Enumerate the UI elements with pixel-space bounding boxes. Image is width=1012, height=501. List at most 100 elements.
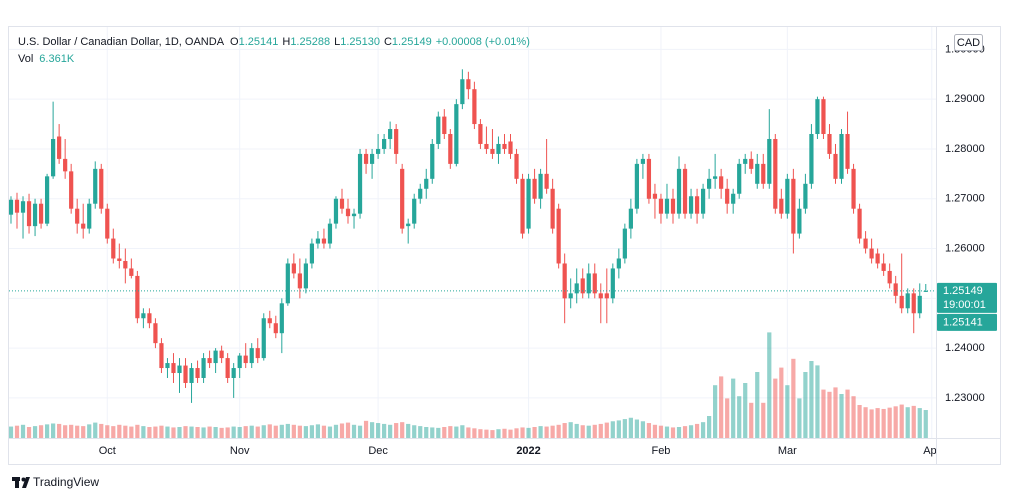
candle-body bbox=[63, 158, 68, 172]
volume-bar bbox=[20, 424, 26, 438]
candle-body bbox=[538, 173, 543, 199]
volume-bar bbox=[791, 358, 796, 438]
candle-body bbox=[394, 129, 399, 154]
candle-body bbox=[514, 153, 519, 179]
volume-bar bbox=[225, 427, 230, 438]
candle-body bbox=[442, 116, 447, 135]
candle-body bbox=[20, 201, 26, 213]
y-tick-label: 1.23000 bbox=[945, 392, 985, 404]
brand[interactable]: TradingView bbox=[33, 475, 99, 489]
candle-body bbox=[279, 303, 284, 334]
candle-body bbox=[827, 134, 832, 154]
candle-body bbox=[38, 203, 44, 224]
last-price-label: 1.25149 bbox=[943, 285, 983, 297]
candle-body bbox=[688, 196, 694, 214]
volume-bar bbox=[809, 361, 814, 438]
volume-bar bbox=[424, 427, 429, 438]
candle-body bbox=[887, 270, 892, 284]
volume-bar bbox=[363, 420, 369, 438]
volume-bar bbox=[833, 387, 838, 438]
volume-bar bbox=[773, 378, 778, 438]
candle-body bbox=[153, 323, 158, 344]
candle-body bbox=[857, 208, 862, 239]
x-tick-label: Oct bbox=[99, 445, 116, 457]
volume-bar bbox=[610, 421, 615, 438]
volume-bar bbox=[700, 422, 706, 438]
volume-bar bbox=[418, 426, 423, 438]
candle-body bbox=[478, 124, 483, 144]
volume-bar bbox=[628, 417, 633, 438]
candle-body bbox=[640, 158, 646, 164]
volume-bar bbox=[785, 385, 790, 438]
candle-body bbox=[339, 198, 345, 209]
candle-body bbox=[117, 258, 122, 261]
y-tick-label: 1.26000 bbox=[945, 242, 985, 254]
change: +0.00008 (+0.01%) bbox=[436, 36, 530, 48]
y-tick-label: 1.28000 bbox=[945, 143, 985, 155]
candle-body bbox=[87, 203, 92, 229]
volume-bar bbox=[652, 424, 658, 438]
volume-bar bbox=[297, 425, 302, 438]
volume-bar bbox=[676, 427, 682, 438]
candle-body bbox=[111, 238, 116, 259]
x-tick-label: Mar bbox=[778, 445, 797, 457]
candle-body bbox=[345, 208, 351, 217]
candle-body bbox=[791, 178, 796, 234]
volume-bar bbox=[586, 425, 591, 438]
volume-bar bbox=[388, 424, 393, 438]
volume-bar bbox=[243, 426, 248, 438]
volume-bar bbox=[231, 426, 236, 438]
volume-bar bbox=[508, 429, 513, 438]
candle-body bbox=[261, 318, 266, 359]
candle-body bbox=[544, 173, 549, 189]
volume-bar bbox=[923, 410, 928, 438]
candle-body bbox=[147, 313, 152, 324]
candle-body bbox=[418, 188, 423, 199]
volume-bar bbox=[382, 423, 387, 438]
candle-body bbox=[574, 283, 579, 294]
y-tick-label: 1.27000 bbox=[945, 193, 985, 205]
volume-bar bbox=[863, 407, 868, 438]
volume-bar bbox=[911, 405, 916, 438]
currency[interactable]: CAD bbox=[957, 37, 980, 49]
symbol-title: U.S. Dollar / Canadian Dollar, 1D, OANDA bbox=[18, 36, 225, 48]
candle-body bbox=[652, 193, 658, 199]
candle-body bbox=[779, 198, 784, 214]
candle-body bbox=[327, 223, 333, 244]
candle-body bbox=[773, 138, 778, 209]
candle-body bbox=[863, 238, 868, 249]
volume-bar bbox=[375, 423, 381, 438]
candle-body bbox=[454, 104, 459, 164]
candle-body bbox=[604, 293, 609, 299]
candle-body bbox=[556, 208, 561, 264]
candle-body bbox=[388, 129, 393, 139]
volume-bar bbox=[147, 427, 152, 438]
candle-body bbox=[731, 193, 736, 204]
candle-body bbox=[881, 263, 886, 271]
candle-body bbox=[400, 168, 405, 229]
candle-body bbox=[670, 198, 676, 214]
volume-bar bbox=[165, 426, 170, 438]
candle-body bbox=[682, 168, 688, 214]
candle-body bbox=[351, 213, 357, 217]
candle-body bbox=[75, 208, 80, 224]
ohlc-value: 1.25130 bbox=[340, 36, 380, 48]
candle-body bbox=[165, 363, 170, 369]
candle-body bbox=[821, 99, 826, 135]
candle-body bbox=[610, 268, 615, 299]
candle-body bbox=[285, 263, 290, 304]
volume-bar bbox=[622, 419, 627, 438]
volume-bar bbox=[333, 424, 339, 438]
currency-box[interactable] bbox=[954, 34, 983, 51]
time-axis: Oct Nov Dec 2022 Feb Mar Apr bbox=[99, 445, 936, 457]
legend-line: U.S. Dollar / Canadian Dollar, 1D, OANDA… bbox=[18, 36, 530, 48]
ohlc-value: 1.25141 bbox=[239, 36, 279, 48]
volume-bar bbox=[598, 423, 603, 438]
candle-body bbox=[869, 248, 874, 259]
volume-bar bbox=[9, 426, 14, 438]
x-tick-label: 2022 bbox=[516, 445, 540, 457]
candle-body bbox=[839, 134, 844, 179]
volume-bar bbox=[219, 427, 224, 438]
